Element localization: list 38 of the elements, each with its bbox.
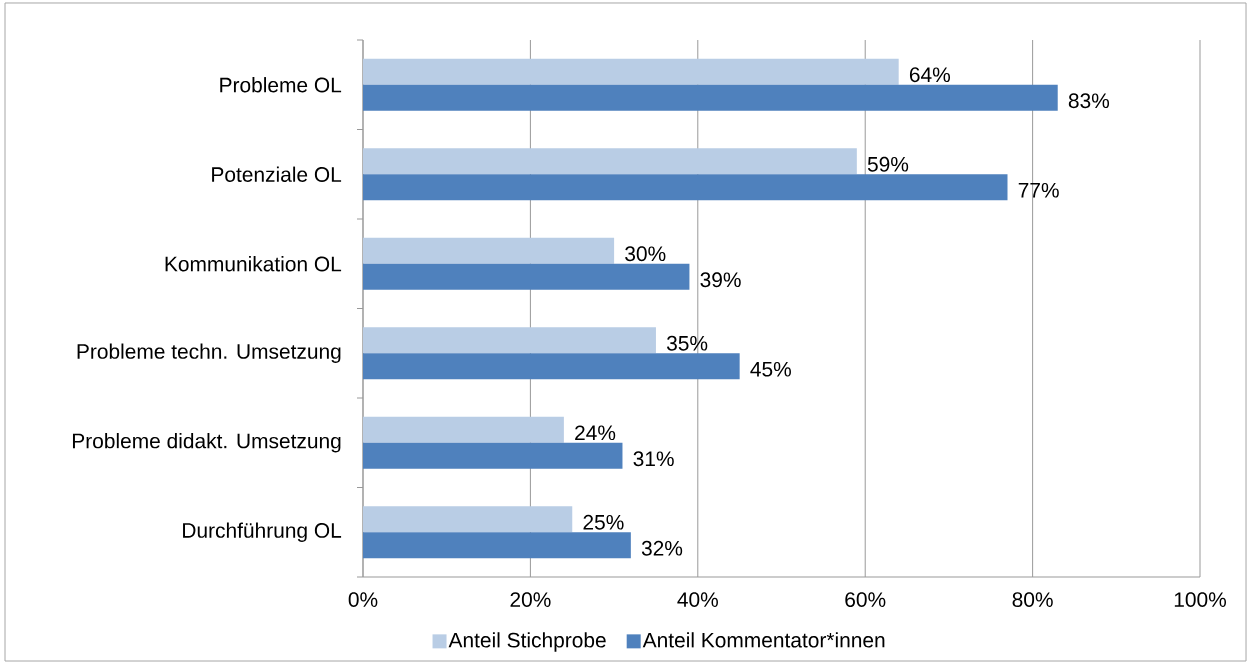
y-tick-label: Probleme didakt. Umsetzung <box>72 433 341 453</box>
x-tick-label: 40% <box>677 592 718 607</box>
bar <box>363 84 1058 111</box>
bar <box>363 506 573 533</box>
data-label: 35% <box>666 335 708 351</box>
bar <box>363 442 623 469</box>
bar <box>363 237 615 264</box>
y-tick-label: Probleme OL <box>220 77 342 93</box>
data-label: 39% <box>700 272 741 288</box>
bar <box>363 263 690 290</box>
x-tick-label: 60% <box>845 592 886 607</box>
bar <box>363 416 564 443</box>
y-tick-label: Durchführung OL <box>183 522 342 543</box>
x-tick-label: 20% <box>510 592 551 607</box>
legend-label: Anteil Stichprobe <box>448 632 606 652</box>
x-tick-label: 80% <box>1012 592 1053 607</box>
x-tick-label: 0% <box>348 592 378 607</box>
y-tick-label: Kommunikation OL <box>165 256 342 272</box>
legend-label: Anteil Kommentator*innen <box>642 632 885 648</box>
bar <box>363 148 857 175</box>
data-label: 30% <box>625 246 666 262</box>
data-label: 25% <box>583 514 624 530</box>
data-label: 31% <box>633 451 674 467</box>
bar <box>363 327 656 354</box>
bar <box>363 532 631 559</box>
bar <box>363 353 740 380</box>
data-label: 83% <box>1068 93 1110 109</box>
bar <box>363 174 1008 201</box>
data-label: 77% <box>1018 182 1059 198</box>
x-tick-label: 100% <box>1174 592 1227 607</box>
bar <box>363 58 899 85</box>
data-label: 45% <box>750 361 791 377</box>
data-label: 64% <box>909 67 951 83</box>
data-label: 24% <box>575 425 616 441</box>
y-tick-label: Potenziale OL <box>212 166 342 182</box>
y-tick-label: Probleme techn. Umsetzung <box>77 343 341 364</box>
data-label: 32% <box>641 540 683 556</box>
data-label: 59% <box>867 156 909 172</box>
